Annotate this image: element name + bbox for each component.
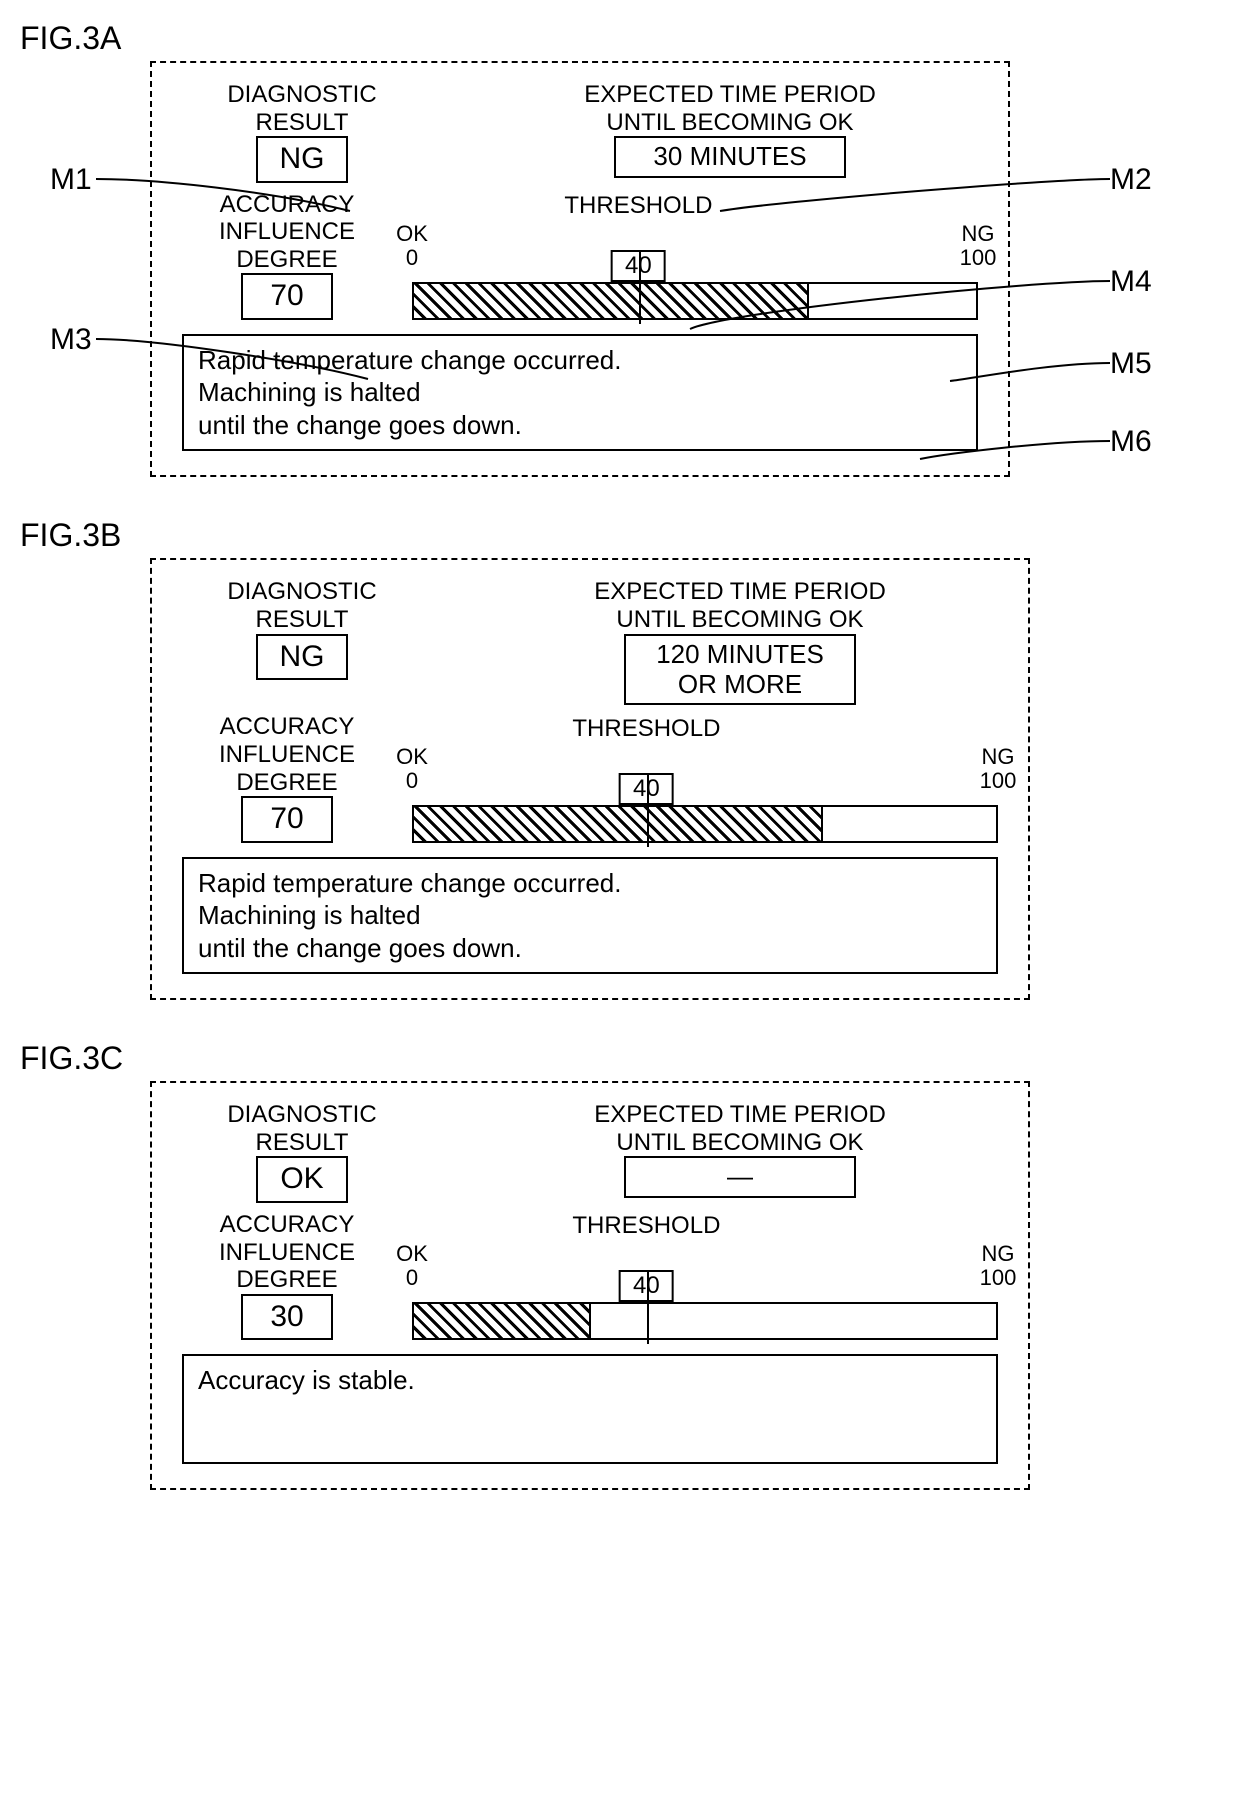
figure-B: FIG.3B DIAGNOSTIC RESULT NG EXPECTED TIM… xyxy=(20,517,1220,1000)
accuracy-value: 70 xyxy=(241,796,333,843)
diagnostic-result-value: OK xyxy=(256,1156,348,1203)
gauge-ok-label: OK0 xyxy=(396,745,428,793)
gauge-ng-label: NG100 xyxy=(960,222,997,270)
gauge-header: OK0 THRESHOLD 40 NG100 xyxy=(412,745,998,805)
gauge-ng-label: NG100 xyxy=(980,1242,1017,1290)
annot-m4: M4 xyxy=(1110,265,1152,299)
expected-time-value: — xyxy=(624,1156,856,1198)
gauge-bar xyxy=(412,805,998,843)
row-top: DIAGNOSTIC RESULT OK EXPECTED TIME PERIO… xyxy=(182,1101,998,1203)
gauge-header: OK0 THRESHOLD 40 NG100 xyxy=(412,1242,998,1302)
expected-col: EXPECTED TIME PERIOD UNTIL BECOMING OK 3… xyxy=(482,81,978,183)
diagnostic-col: DIAGNOSTIC RESULT NG xyxy=(182,81,422,183)
threshold-line xyxy=(639,250,641,324)
threshold-label: THRESHOLD xyxy=(564,192,712,220)
message-box: Accuracy is stable. xyxy=(182,1354,998,1464)
gauge-bar xyxy=(412,282,978,320)
figure-A: FIG.3A DIAGNOSTIC RESULT NG EXPECTED TIM… xyxy=(20,20,1220,477)
annot-m2: M2 xyxy=(1110,163,1152,197)
threshold-label: THRESHOLD xyxy=(572,715,720,743)
message-box: Rapid temperature change occurred. Machi… xyxy=(182,857,998,975)
gauge: OK0 THRESHOLD 40 NG100 xyxy=(412,1242,998,1340)
gauge-ng-label: NG100 xyxy=(980,745,1017,793)
diagnostic-result-value: NG xyxy=(256,634,348,681)
gauge-header: OK0 THRESHOLD 40 NG100 xyxy=(412,222,978,282)
panel: DIAGNOSTIC RESULT NG EXPECTED TIME PERIO… xyxy=(150,558,1030,1000)
expected-time-label: EXPECTED TIME PERIOD UNTIL BECOMING OK xyxy=(594,578,886,633)
diagnostic-result-label: DIAGNOSTIC RESULT xyxy=(227,578,376,633)
accuracy-col: ACCURACY INFLUENCE DEGREE 70 xyxy=(182,713,392,842)
panel: DIAGNOSTIC RESULT NG EXPECTED TIME PERIO… xyxy=(150,61,1010,477)
figure-label: FIG.3C xyxy=(20,1040,1220,1077)
expected-time-value: 120 MINUTES OR MORE xyxy=(624,634,856,706)
row-lower: ACCURACY INFLUENCE DEGREE 70 OK0 THRESHO… xyxy=(182,713,998,842)
gauge-fill xyxy=(414,807,823,841)
gauge-bar xyxy=(412,1302,998,1340)
figure-label: FIG.3A xyxy=(20,20,1220,57)
accuracy-col: ACCURACY INFLUENCE DEGREE 70 xyxy=(182,191,392,320)
expected-time-value: 30 MINUTES xyxy=(614,136,846,178)
diagnostic-result-value: NG xyxy=(256,136,348,183)
accuracy-label: ACCURACY INFLUENCE DEGREE xyxy=(219,1211,355,1294)
accuracy-label: ACCURACY INFLUENCE DEGREE xyxy=(219,713,355,796)
accuracy-col: ACCURACY INFLUENCE DEGREE 30 xyxy=(182,1211,392,1340)
annot-m5: M5 xyxy=(1110,347,1152,381)
figure-C: FIG.3C DIAGNOSTIC RESULT OK EXPECTED TIM… xyxy=(20,1040,1220,1490)
row-top: DIAGNOSTIC RESULT NG EXPECTED TIME PERIO… xyxy=(182,81,978,183)
gauge: OK0 THRESHOLD 40 NG100 xyxy=(412,222,978,320)
accuracy-label: ACCURACY INFLUENCE DEGREE xyxy=(219,191,355,274)
expected-col: EXPECTED TIME PERIOD UNTIL BECOMING OK — xyxy=(482,1101,998,1203)
expected-time-label: EXPECTED TIME PERIOD UNTIL BECOMING OK xyxy=(594,1101,886,1156)
diagnostic-col: DIAGNOSTIC RESULT NG xyxy=(182,578,422,705)
message-box: Rapid temperature change occurred. Machi… xyxy=(182,334,978,452)
row-lower: ACCURACY INFLUENCE DEGREE 30 OK0 THRESHO… xyxy=(182,1211,998,1340)
gauge-fill xyxy=(414,1304,591,1338)
gauge-ok-label: OK0 xyxy=(396,1242,428,1290)
diagnostic-col: DIAGNOSTIC RESULT OK xyxy=(182,1101,422,1203)
row-lower: ACCURACY INFLUENCE DEGREE 70 OK0 THRESHO… xyxy=(182,191,978,320)
gauge: OK0 THRESHOLD 40 NG100 xyxy=(412,745,998,843)
expected-col: EXPECTED TIME PERIOD UNTIL BECOMING OK 1… xyxy=(482,578,998,705)
gauge-ok-label: OK0 xyxy=(396,222,428,270)
annot-m6: M6 xyxy=(1110,425,1152,459)
panel: DIAGNOSTIC RESULT OK EXPECTED TIME PERIO… xyxy=(150,1081,1030,1490)
accuracy-value: 70 xyxy=(241,273,333,320)
threshold-line xyxy=(647,1270,649,1344)
annot-m1: M1 xyxy=(50,163,92,197)
threshold-label: THRESHOLD xyxy=(572,1212,720,1240)
diagnostic-result-label: DIAGNOSTIC RESULT xyxy=(227,1101,376,1156)
row-top: DIAGNOSTIC RESULT NG EXPECTED TIME PERIO… xyxy=(182,578,998,705)
threshold-line xyxy=(647,773,649,847)
figure-label: FIG.3B xyxy=(20,517,1220,554)
expected-time-label: EXPECTED TIME PERIOD UNTIL BECOMING OK xyxy=(584,81,876,136)
diagnostic-result-label: DIAGNOSTIC RESULT xyxy=(227,81,376,136)
accuracy-value: 30 xyxy=(241,1294,333,1341)
annot-m3: M3 xyxy=(50,323,92,357)
gauge-fill xyxy=(414,284,809,318)
